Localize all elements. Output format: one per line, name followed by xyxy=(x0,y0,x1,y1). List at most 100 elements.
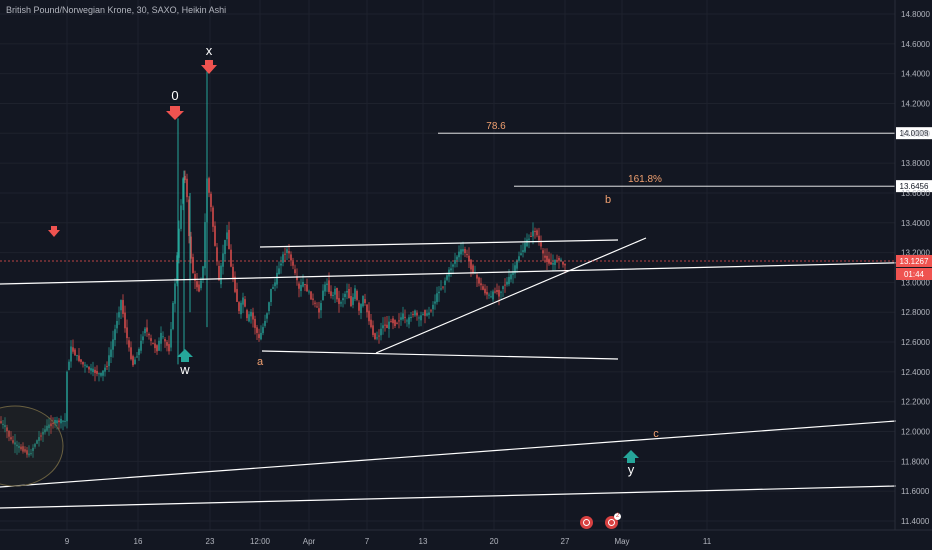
price-tick-label: 13.6000 xyxy=(901,189,930,198)
fib-price-label: 14.0008 xyxy=(900,129,929,138)
candle-body xyxy=(268,302,270,312)
fib-price-tag xyxy=(896,127,932,140)
candle-body xyxy=(104,367,106,372)
candle-body xyxy=(322,290,324,301)
candle-body xyxy=(278,268,280,275)
notification-icon-inner xyxy=(608,519,615,526)
candle-body xyxy=(298,283,300,289)
time-axis[interactable]: 9 16 23 12:00 Apr 7 13 20 27 May 11 xyxy=(65,537,712,546)
candle-body xyxy=(378,335,380,337)
wave-label-w: w xyxy=(179,362,190,377)
countdown-tag xyxy=(896,268,932,280)
candle-body xyxy=(22,446,24,452)
candle-body xyxy=(332,294,334,296)
candle-body xyxy=(24,449,26,452)
price-tick-label: 11.8000 xyxy=(901,457,930,466)
candle-body xyxy=(550,262,552,265)
candle-body xyxy=(482,286,484,290)
replay-icon[interactable] xyxy=(580,516,593,529)
price-tick-label: 14.8000 xyxy=(901,10,930,19)
candle-body xyxy=(26,450,28,455)
candle-body xyxy=(214,225,216,246)
time-tick-label: 7 xyxy=(365,537,370,546)
candle-body xyxy=(370,319,372,328)
candle-body xyxy=(266,313,268,319)
candle-body xyxy=(44,429,46,433)
wave-label-0: 0 xyxy=(171,88,178,103)
candle-body xyxy=(300,284,302,292)
candle-body xyxy=(344,293,346,298)
candle-body xyxy=(250,311,252,317)
candle-body xyxy=(476,275,478,279)
candle-body xyxy=(218,265,220,281)
candle-body xyxy=(534,231,536,233)
candle-body xyxy=(4,425,6,427)
candle-body xyxy=(118,312,120,318)
candle-body xyxy=(200,280,202,289)
candle-body xyxy=(510,274,512,280)
time-tick-label: 27 xyxy=(561,537,570,546)
candle-body xyxy=(40,435,42,437)
candle-body xyxy=(256,327,258,333)
notification-icon[interactable]: 2 xyxy=(605,513,621,529)
candle-body xyxy=(426,313,428,316)
candle-body xyxy=(398,320,400,322)
candle-body xyxy=(560,259,562,261)
candle-body xyxy=(190,236,192,259)
notification-count: 2 xyxy=(614,513,621,520)
candle-body xyxy=(148,333,150,336)
candle-body xyxy=(122,300,124,314)
candle-body xyxy=(382,325,384,329)
candle-body xyxy=(42,432,44,435)
candle-body xyxy=(386,324,388,329)
candle-body xyxy=(522,250,524,253)
candle-body xyxy=(290,254,292,261)
candle-body xyxy=(330,291,332,296)
candle-body xyxy=(270,288,272,303)
candle-body xyxy=(260,332,262,340)
price-tick-label: 14.2000 xyxy=(901,99,930,108)
candle-body xyxy=(238,302,240,312)
candle-body xyxy=(346,290,348,293)
candle-body xyxy=(208,178,210,193)
trendlines[interactable] xyxy=(0,237,932,509)
candle-body xyxy=(220,265,222,285)
fib-levels[interactable]: 78.6 14.0008 161.8% 13.6456 xyxy=(438,121,932,193)
candle-body xyxy=(142,336,144,341)
candle-body xyxy=(362,295,364,307)
signal-arrows xyxy=(48,60,639,463)
countdown-label: 01:44 xyxy=(904,270,925,279)
candle-body xyxy=(530,235,532,237)
wave-label-x: x xyxy=(206,43,213,58)
candle-body xyxy=(198,284,200,292)
arrow-up-icon xyxy=(623,450,639,463)
candle-body xyxy=(126,327,128,339)
candle-body xyxy=(554,259,556,265)
candle-body xyxy=(150,338,152,341)
candle-body xyxy=(366,304,368,313)
candle-body xyxy=(210,193,212,207)
price-axis[interactable]: 11.4000 11.6000 11.8000 12.0000 12.2000 12.40… xyxy=(901,10,930,526)
candle-body xyxy=(216,247,218,262)
candle-body xyxy=(466,254,468,256)
candles xyxy=(0,70,566,458)
candle-body xyxy=(48,424,50,429)
candle-body xyxy=(372,325,374,335)
lower-trendline-1 xyxy=(0,420,897,488)
candle-body xyxy=(360,304,362,313)
candle-body xyxy=(252,312,254,320)
candle-body xyxy=(368,310,370,322)
arrow-up-icon xyxy=(177,349,193,362)
candle-body xyxy=(152,342,154,344)
candle-body xyxy=(96,370,98,374)
candle-body xyxy=(436,293,438,303)
candle-body xyxy=(140,340,142,351)
candle-body xyxy=(488,294,490,296)
candle-body xyxy=(416,312,418,316)
candle-body xyxy=(380,328,382,336)
candle-body xyxy=(410,317,412,319)
candle-body xyxy=(176,255,178,284)
price-tick-label: 13.2000 xyxy=(901,249,930,258)
